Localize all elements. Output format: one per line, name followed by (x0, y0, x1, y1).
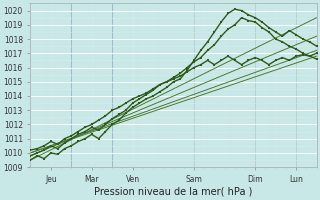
X-axis label: Pression niveau de la mer( hPa ): Pression niveau de la mer( hPa ) (94, 187, 253, 197)
